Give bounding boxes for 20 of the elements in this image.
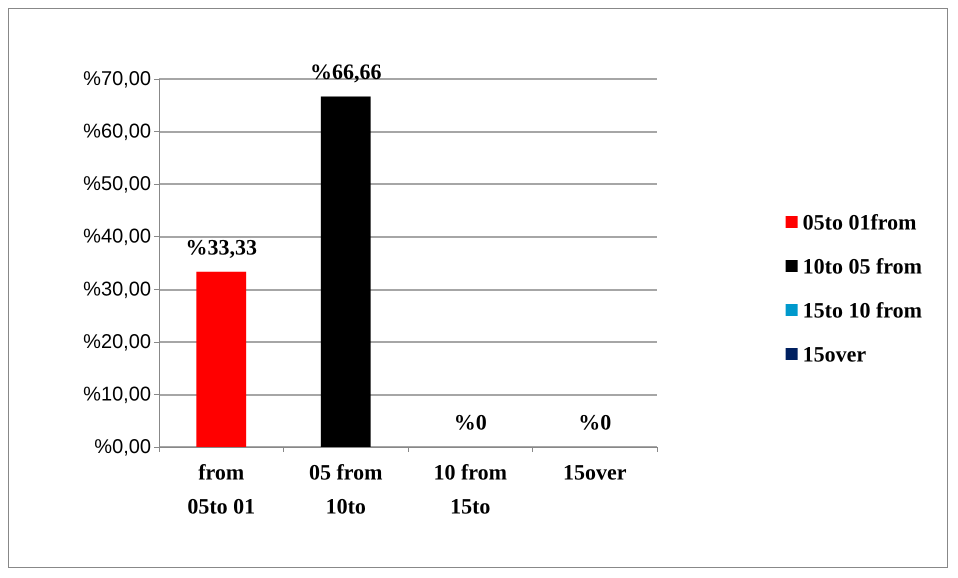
legend-label: 10to 05 from — [802, 254, 922, 278]
data-label: %33,33 — [186, 234, 257, 260]
y-tick-label: %60,00 — [83, 120, 151, 143]
x-tick-label: 05 from 10to — [308, 460, 383, 518]
y-tick-label: %70,00 — [83, 68, 151, 90]
y-tick-label: %40,00 — [83, 226, 151, 248]
y-tick-label: %0,00 — [94, 436, 151, 458]
y-tick-label: %30,00 — [83, 278, 151, 300]
legend-label: 15to 10 from — [802, 298, 922, 322]
x-tick-label: 15over — [562, 460, 627, 484]
legend-label: 15over — [802, 342, 866, 366]
x-tick-label: from 05to 01 — [187, 460, 256, 518]
data-label: %0 — [454, 410, 487, 434]
y-tick-label: %10,00 — [83, 383, 151, 406]
y-tick-label: %50,00 — [83, 173, 151, 196]
legend-label: 05to 01from — [802, 210, 917, 234]
x-tick-label: 10 from 15to — [433, 460, 508, 518]
y-tick-label: %20,00 — [83, 330, 151, 353]
data-label: %66,66 — [310, 59, 382, 84]
data-label: %0 — [578, 410, 612, 434]
